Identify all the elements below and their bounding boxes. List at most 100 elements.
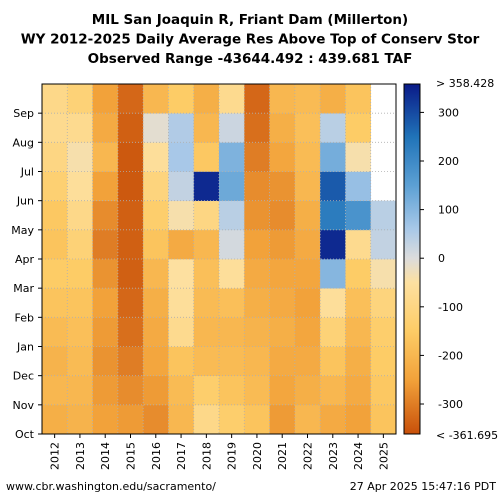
heatmap-cell (345, 229, 372, 260)
heatmap-cell (143, 346, 169, 376)
heatmap-cell (143, 288, 169, 318)
colorbar-tick-label: 200 (438, 155, 459, 168)
heatmap-cell (294, 229, 321, 260)
heatmap-cell (219, 171, 245, 201)
heatmap-cell (168, 404, 195, 435)
heatmap-cell (269, 375, 296, 406)
footer-source-url: www.cbr.washington.edu/sacramento/ (6, 480, 216, 493)
heatmap-cell (67, 317, 93, 347)
heatmap-cell (117, 375, 144, 406)
chart-title-block: MIL San Joaquin R, Friant Dam (Millerton… (21, 12, 480, 67)
heatmap-cell (168, 113, 195, 143)
y-tick-label: Dec (13, 370, 34, 383)
x-tick-label: 2023 (327, 442, 340, 470)
heatmap-cell (370, 404, 397, 435)
y-tick-label: Feb (15, 311, 34, 324)
heatmap-cell (193, 259, 220, 289)
heatmap-cell (320, 200, 346, 231)
heatmap-cell (168, 346, 195, 376)
heatmap-cell (117, 142, 144, 172)
heatmap-cell (92, 259, 119, 289)
x-tick-label: 2017 (175, 442, 188, 470)
heatmap-cell (117, 288, 144, 318)
heatmap-cell (193, 171, 220, 201)
heatmap-cell (370, 317, 397, 347)
colorbar-tick-label: -100 (438, 301, 463, 314)
heatmap-cell (42, 142, 68, 172)
heatmap-cell (92, 229, 119, 260)
heatmap-cell (294, 346, 321, 376)
heatmap-cell (168, 84, 195, 114)
heatmap-cell (370, 288, 397, 318)
x-tick-label: 2022 (302, 442, 315, 470)
heatmap-cell (269, 200, 296, 231)
heatmap-cell (320, 171, 346, 201)
colorbar-bar (403, 83, 421, 435)
heatmap-cell (294, 142, 321, 172)
heatmap-cell (67, 142, 93, 172)
heatmap-cell (320, 142, 346, 172)
heatmap-cell (269, 317, 296, 347)
heatmap-cell (67, 259, 93, 289)
heatmap-cell (92, 84, 119, 114)
x-tick-label: 2016 (150, 442, 163, 470)
heatmap-cell (92, 346, 119, 376)
heatmap-cell (269, 259, 296, 289)
heatmap-cell (345, 317, 372, 347)
heatmap-cell (370, 375, 397, 406)
heatmap-cell (92, 317, 119, 347)
heatmap-cell (168, 288, 195, 318)
colorbar-tick-label: 100 (438, 204, 459, 217)
heatmap-cell (67, 346, 93, 376)
heatmap-cell (370, 229, 397, 260)
heatmap-cell (294, 113, 321, 143)
heatmap-cell (117, 229, 144, 260)
heatmap-cell (42, 346, 68, 376)
heatmap-cell (193, 142, 220, 172)
heatmap-cell (294, 200, 321, 231)
y-tick-label: Mar (13, 282, 34, 295)
colorbar-tick-label: 300 (438, 106, 459, 119)
heatmap-cell (67, 288, 93, 318)
heatmap-cell (269, 288, 296, 318)
axes: Oct Nov Dec Jan Feb Mar Apr May Jun Jul Aug Sep 2012… (11, 83, 397, 470)
heatmap-cell (294, 288, 321, 318)
heatmap-cell (143, 259, 169, 289)
heatmap-cell (244, 346, 270, 376)
heatmap-cell (117, 84, 144, 114)
heatmap-cell (320, 229, 346, 260)
heatmap-cell (244, 142, 270, 172)
heatmap-cell (219, 288, 245, 318)
heatmap-cell (143, 200, 169, 231)
heatmap-cell (67, 200, 93, 231)
heatmap-cell (117, 171, 144, 201)
heatmap-cell (143, 404, 169, 435)
heatmap-cell (244, 375, 270, 406)
heatmap-cell (168, 229, 195, 260)
heatmap-cell (244, 113, 270, 143)
x-tick-label: 2015 (125, 442, 138, 470)
heatmap-cell (370, 346, 397, 376)
gridlines (42, 84, 396, 434)
heatmap-cell (67, 229, 93, 260)
heatmap-cell (193, 288, 220, 318)
heatmap-cell (219, 229, 245, 260)
heatmap-cell (320, 346, 346, 376)
heatmap-cell (244, 404, 270, 435)
heatmap-cell (193, 229, 220, 260)
y-tick-label: Jan (16, 341, 34, 354)
heatmap-cell (143, 317, 169, 347)
heatmap-cell (219, 375, 245, 406)
heatmap-cell (345, 259, 372, 289)
heatmap-cell (320, 288, 346, 318)
y-tick-label: Aug (13, 136, 34, 149)
heatmap-cell (320, 375, 346, 406)
heatmap-cell (219, 84, 245, 114)
y-tick-label: Nov (13, 399, 35, 412)
heatmap-cell (193, 317, 220, 347)
heatmap-cell (345, 142, 372, 172)
heatmap-cell (345, 288, 372, 318)
heatmap-cell (92, 142, 119, 172)
heatmap-cell (294, 375, 321, 406)
